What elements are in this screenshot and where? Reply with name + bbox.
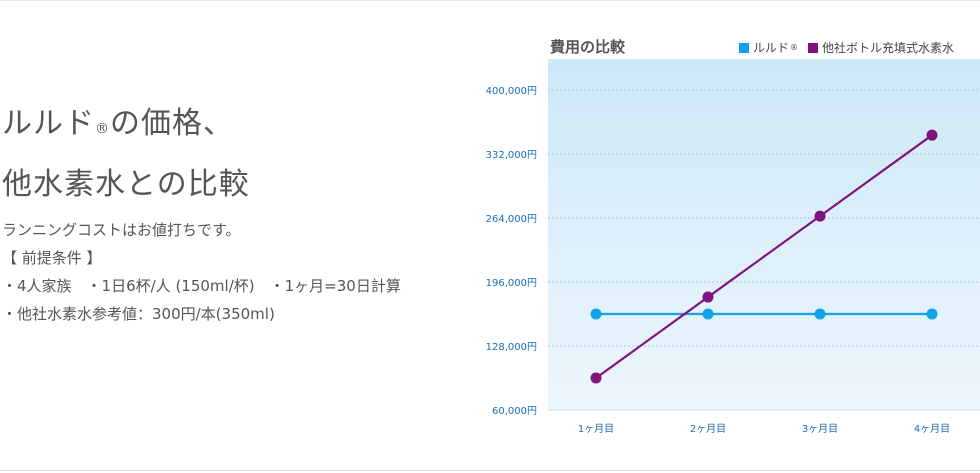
- y-tick-label: 60,000円: [492, 406, 537, 417]
- chart-legend: ルルド ® 他社ボトル充填式水素水: [739, 39, 964, 56]
- data-point-lourdes: [926, 308, 938, 320]
- legend-item-lourdes: ルルド ®: [739, 39, 798, 56]
- x-tick-label: 1ヶ月目: [578, 423, 614, 435]
- x-tick-label: 3ヶ月目: [802, 423, 838, 435]
- y-tick-label: 332,000円: [486, 150, 537, 161]
- data-point-other: [702, 291, 714, 303]
- registered-mark: ®: [95, 121, 110, 137]
- data-point-other: [926, 129, 938, 141]
- y-tick-label: 128,000円: [486, 342, 537, 353]
- legend-registered-mark: ®: [790, 43, 799, 52]
- condition-family: ・4人家族 ・1日6杯/人 (150ml/杯) ・1ヶ月=30日計算: [2, 277, 401, 295]
- data-point-lourdes: [702, 308, 714, 320]
- top-divider: [0, 0, 980, 1]
- data-point-lourdes: [814, 308, 826, 320]
- conditions-heading: 【 前提条件 】: [2, 249, 102, 267]
- plot-area: [548, 59, 980, 410]
- data-point-other: [814, 210, 826, 222]
- data-point-lourdes: [590, 308, 602, 320]
- description-intro: ランニングコストはお値打ちです。: [2, 221, 241, 239]
- condition-reference-price: ・他社水素水参考値：300円/本(350ml): [2, 305, 275, 323]
- y-tick-label: 264,000円: [486, 214, 537, 225]
- bottom-divider: [0, 470, 980, 471]
- heading-line-2: 他水素水との比較: [2, 167, 250, 202]
- chart-title: 費用の比較: [550, 38, 626, 56]
- y-tick-label: 400,000円: [486, 86, 537, 97]
- legend-swatch-lourdes: [739, 42, 749, 53]
- page-heading: ルルド®の価格、 他水素水との比較: [2, 96, 250, 213]
- heading-line-1: ルルド®の価格、: [2, 106, 234, 141]
- legend-swatch-other: [808, 42, 819, 53]
- legend-label-other: 他社ボトル充填式水素水: [822, 41, 955, 55]
- data-point-other: [590, 372, 602, 384]
- legend-item-other: 他社ボトル充填式水素水: [808, 39, 954, 56]
- series-line-other: [595, 134, 933, 379]
- x-tick-label: 2ヶ月目: [690, 423, 726, 435]
- y-tick-label: 196,000円: [486, 278, 537, 289]
- legend-label-lourdes: ルルド: [753, 41, 790, 55]
- x-tick-label: 4ヶ月目: [914, 423, 950, 435]
- description: ランニングコストはお値打ちです。 【 前提条件 】 ・4人家族 ・1日6杯/人 …: [2, 216, 401, 328]
